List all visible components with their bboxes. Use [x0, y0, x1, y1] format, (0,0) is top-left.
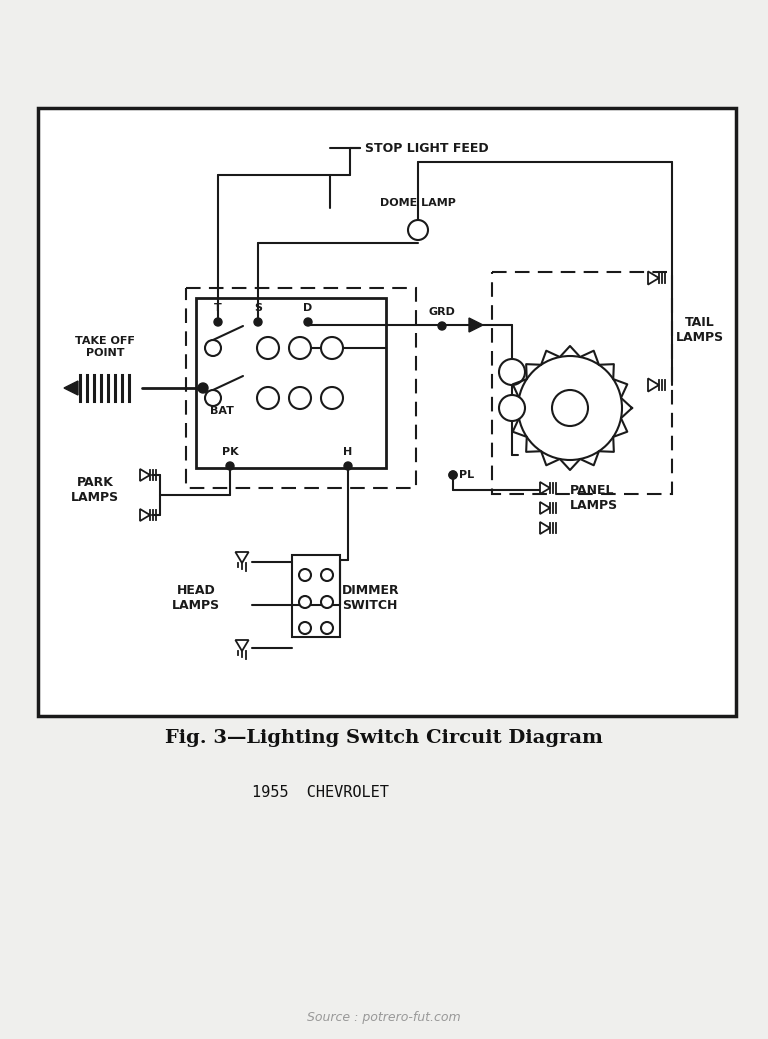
- Polygon shape: [540, 502, 550, 514]
- Circle shape: [552, 390, 588, 426]
- Text: H: H: [343, 447, 353, 457]
- Circle shape: [299, 569, 311, 581]
- Polygon shape: [469, 318, 483, 332]
- Bar: [492, 272, 672, 494]
- Bar: [38, 108, 736, 716]
- Circle shape: [289, 387, 311, 409]
- Circle shape: [289, 337, 311, 359]
- Text: DOME LAMP: DOME LAMP: [380, 198, 456, 208]
- Circle shape: [257, 387, 279, 409]
- Circle shape: [299, 596, 311, 608]
- Text: TAIL
LAMPS: TAIL LAMPS: [676, 316, 724, 344]
- Circle shape: [198, 383, 208, 393]
- Circle shape: [321, 596, 333, 608]
- Polygon shape: [236, 640, 249, 651]
- Bar: [196, 298, 386, 468]
- Circle shape: [321, 337, 343, 359]
- Text: Fig. 3—Lighting Switch Circuit Diagram: Fig. 3—Lighting Switch Circuit Diagram: [165, 729, 603, 747]
- Polygon shape: [648, 271, 659, 285]
- Circle shape: [499, 359, 525, 385]
- Text: PANEL
LAMPS: PANEL LAMPS: [570, 484, 618, 512]
- Polygon shape: [236, 552, 249, 563]
- Text: S: S: [254, 303, 262, 313]
- Circle shape: [304, 318, 312, 326]
- Text: HEAD
LAMPS: HEAD LAMPS: [172, 584, 220, 612]
- Circle shape: [226, 462, 234, 470]
- Polygon shape: [648, 378, 659, 392]
- Circle shape: [321, 622, 333, 634]
- Bar: [186, 288, 416, 488]
- Circle shape: [449, 471, 457, 479]
- Circle shape: [449, 471, 457, 479]
- Circle shape: [299, 622, 311, 634]
- Text: PL: PL: [459, 470, 474, 480]
- Circle shape: [499, 395, 525, 421]
- Circle shape: [321, 387, 343, 409]
- Text: Source : potrero-fut.com: Source : potrero-fut.com: [307, 1012, 461, 1024]
- Text: PARK
LAMPS: PARK LAMPS: [71, 476, 119, 504]
- Circle shape: [257, 337, 279, 359]
- Bar: [292, 555, 340, 637]
- Circle shape: [254, 318, 262, 326]
- Text: TAKE OFF
POINT: TAKE OFF POINT: [75, 337, 135, 358]
- Text: 1955  CHEVROLET: 1955 CHEVROLET: [252, 784, 389, 799]
- Text: STOP LIGHT FEED: STOP LIGHT FEED: [365, 141, 488, 155]
- Polygon shape: [540, 522, 550, 534]
- Polygon shape: [540, 482, 550, 494]
- Circle shape: [438, 322, 446, 330]
- Polygon shape: [140, 509, 150, 521]
- Polygon shape: [64, 381, 78, 395]
- Text: DIMMER
SWITCH: DIMMER SWITCH: [342, 584, 399, 612]
- Text: T: T: [214, 303, 222, 313]
- Text: GRD: GRD: [429, 307, 455, 317]
- Text: BAT: BAT: [210, 406, 234, 416]
- Circle shape: [408, 220, 428, 240]
- Circle shape: [321, 569, 333, 581]
- Text: PK: PK: [222, 447, 238, 457]
- Circle shape: [205, 340, 221, 356]
- Circle shape: [518, 356, 622, 460]
- Circle shape: [214, 318, 222, 326]
- Circle shape: [205, 390, 221, 406]
- Text: D: D: [303, 303, 313, 313]
- Polygon shape: [140, 469, 150, 481]
- Circle shape: [344, 462, 352, 470]
